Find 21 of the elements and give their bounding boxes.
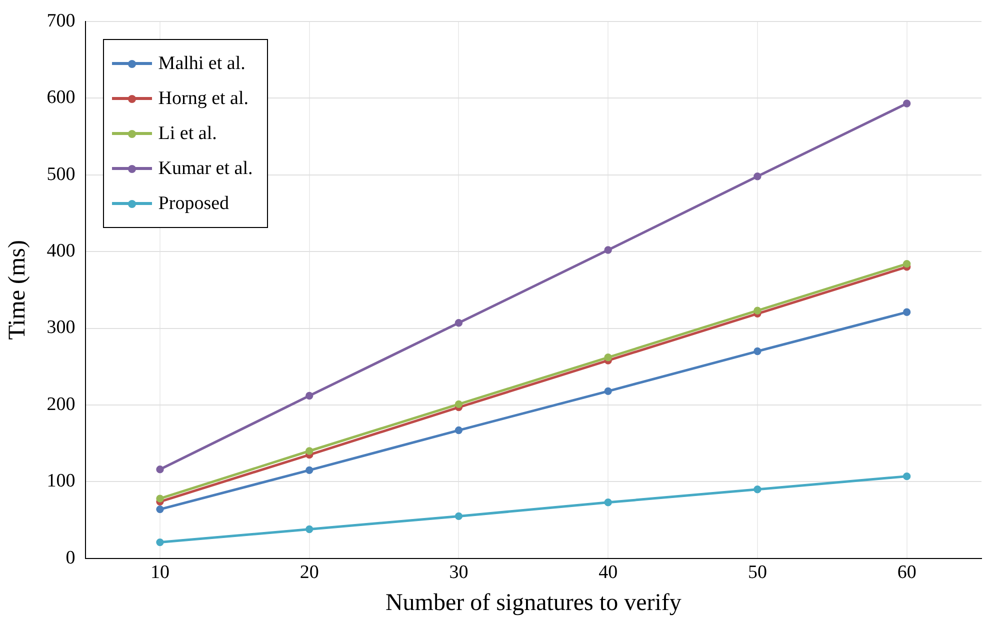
y-tick-label: 700 (46, 10, 76, 32)
y-tick-label: 0 (66, 547, 76, 568)
y-tick-label: 400 (46, 240, 76, 262)
x-tick-label: 40 (598, 562, 618, 583)
y-tick-label: 300 (46, 317, 76, 338)
x-axis-title: Number of signatures to verify (385, 590, 682, 616)
x-tick-label: 30 (449, 562, 468, 583)
y-tick-label: 600 (46, 87, 76, 108)
x-tick-label: 50 (748, 562, 767, 583)
legend-label: Kumar et al. (158, 157, 253, 182)
y-axis-title: Time (ms) (4, 240, 31, 340)
y-tick-label: 500 (46, 164, 76, 185)
legend-label: Malhi et al. (158, 52, 246, 76)
x-tick-label: 10 (150, 562, 170, 583)
x-tick-label: 20 (300, 562, 319, 583)
y-tick-label: 100 (46, 470, 76, 492)
y-tick-label: 200 (46, 394, 76, 415)
legend-label: Proposed (158, 192, 230, 216)
legend-label: Horng et al. (158, 87, 249, 112)
x-tick-label: 60 (897, 562, 916, 583)
legend-label: Li et al. (158, 122, 217, 146)
